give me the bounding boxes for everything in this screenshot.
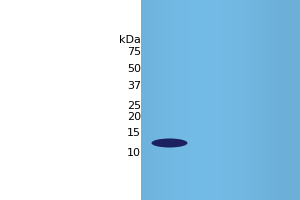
Text: 50: 50 <box>127 64 141 74</box>
Text: kDa: kDa <box>119 35 141 45</box>
Text: 10: 10 <box>127 148 141 158</box>
Text: 20: 20 <box>127 112 141 122</box>
Text: 37: 37 <box>127 81 141 91</box>
Ellipse shape <box>152 138 188 148</box>
Text: Western Blot: Western Blot <box>165 26 250 39</box>
Text: 75: 75 <box>127 47 141 57</box>
Text: 15: 15 <box>127 128 141 138</box>
Text: 25: 25 <box>127 101 141 111</box>
Text: ←14kDa: ←14kDa <box>188 129 233 139</box>
